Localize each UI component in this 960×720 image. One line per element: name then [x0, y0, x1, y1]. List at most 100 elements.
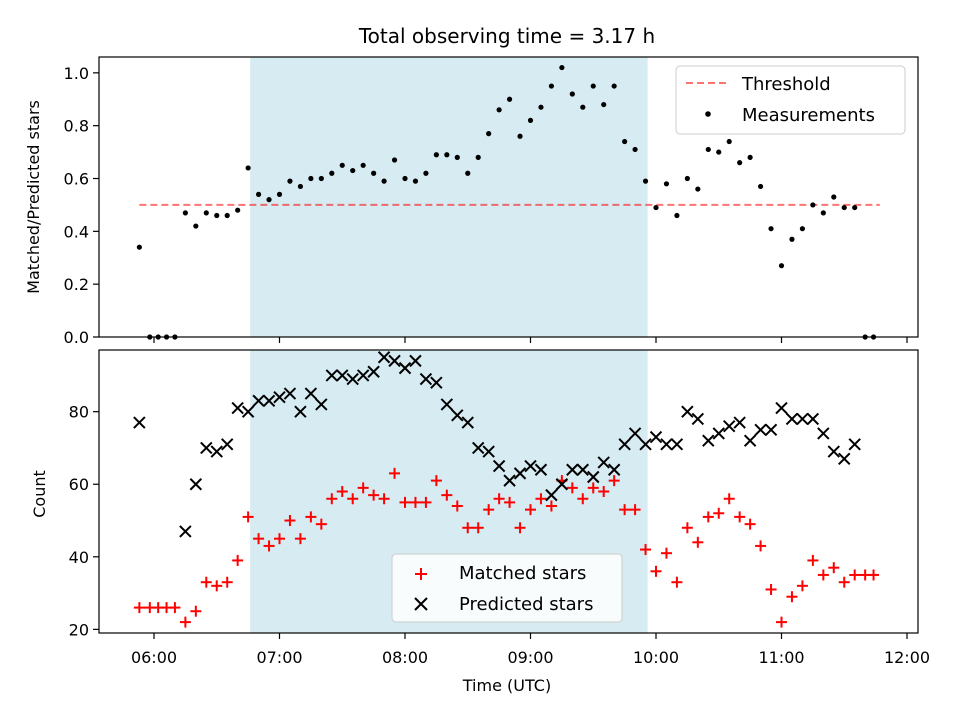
predicted-star-point	[346, 372, 359, 386]
predicted-star-point	[796, 412, 809, 426]
top-y-tick-label: 0.2	[64, 275, 89, 294]
measurement-point	[224, 212, 230, 219]
matched-star-point	[211, 580, 223, 592]
predicted-star-point	[691, 412, 705, 426]
predicted-star-point	[639, 438, 652, 451]
measurement-point	[423, 170, 429, 176]
matched-star-point	[462, 522, 474, 534]
measurement-point	[517, 133, 523, 139]
measurement-point	[496, 107, 502, 113]
measurement-point	[831, 194, 837, 200]
matched-star-point	[399, 496, 411, 508]
measurement-point	[705, 146, 711, 153]
matched-star-point	[347, 493, 359, 505]
predicted-star-point	[336, 369, 349, 382]
matched-star-point	[284, 515, 296, 527]
matched-star-point	[681, 522, 693, 534]
predicted-star-point	[377, 351, 391, 364]
matched-star-point	[133, 602, 145, 614]
measurement-point	[360, 162, 366, 168]
matched-star-point	[734, 511, 746, 523]
matched-star-point	[640, 544, 652, 556]
matched-star-point	[786, 591, 798, 603]
predicted-star-point	[273, 390, 286, 404]
x-tick-label: 11:00	[758, 648, 804, 667]
measurement-point	[663, 181, 670, 187]
measurement-point	[538, 104, 544, 110]
top-axes-frame	[98, 56, 919, 338]
matched-star-point	[849, 569, 861, 581]
measurement-point	[789, 236, 795, 242]
measurement-point	[580, 104, 586, 110]
legend-matched-label: Matched stars	[459, 563, 586, 584]
measurement-point	[810, 202, 816, 208]
matched-star-point	[702, 511, 714, 523]
predicted-star-point	[440, 398, 454, 411]
legend-predicted-label: Predicted stars	[459, 594, 593, 615]
predicted-star-point	[398, 361, 412, 375]
measurement-point	[475, 154, 481, 160]
matched-star-point	[755, 540, 767, 552]
matched-star-point	[232, 554, 244, 566]
x-axis-label: Time (UTC)	[462, 676, 551, 695]
x-tick-label: 12:00	[884, 648, 930, 667]
predicted-star-point	[409, 354, 422, 368]
measurement-point	[182, 210, 188, 216]
matched-star-point	[514, 522, 526, 534]
predicted-star-point	[545, 488, 558, 502]
matched-star-point	[650, 565, 662, 577]
matched-star-point	[368, 489, 380, 501]
matched-star-point	[765, 583, 777, 595]
legend-measurements-swatch	[705, 111, 711, 117]
measurement-point	[412, 178, 419, 184]
measurement-point	[381, 178, 387, 184]
predicted-star-point	[221, 438, 234, 451]
matched-star-point	[817, 569, 829, 581]
top-legend-box	[675, 65, 906, 135]
legend-matched-swatch	[415, 568, 427, 580]
predicted-star-point	[775, 401, 788, 415]
top-y-ticks: 0.0 0.2 0.4 0.6 0.8 1.0	[64, 64, 99, 347]
predicted-star-point	[660, 438, 673, 451]
measurement-point	[852, 204, 858, 211]
matched-star-point	[274, 533, 285, 545]
matched-star-point	[629, 504, 641, 516]
matched-star-point	[807, 554, 819, 566]
predicted-star-point	[524, 459, 537, 473]
predicted-star-point	[262, 394, 276, 408]
predicted-star-point	[513, 467, 527, 480]
predicted-star-point	[733, 416, 746, 429]
top-y-tick-label: 0.8	[64, 117, 89, 136]
matched-star-point	[671, 576, 683, 588]
measurement-point	[266, 197, 272, 203]
measurement-point	[444, 152, 450, 158]
matched-star-point	[868, 569, 880, 581]
matched-star-point	[493, 493, 505, 505]
measurement-point	[433, 152, 439, 158]
predicted-star-point	[670, 438, 684, 451]
predicted-star-point	[607, 463, 621, 476]
x-tick-label: 07:00	[256, 648, 302, 667]
predicted-star-point	[628, 427, 642, 440]
predicted-star-point	[325, 369, 338, 382]
top-y-tick-label: 0.6	[64, 170, 89, 189]
matched-star-point	[451, 500, 463, 512]
bottom-y-tick-label: 60	[69, 475, 89, 494]
matched-star-point	[598, 486, 610, 497]
measurement-point	[632, 146, 638, 153]
predicted-star-point	[200, 441, 213, 455]
matched-star-point	[525, 504, 536, 516]
legend-predicted-swatch	[414, 597, 428, 611]
top-y-tick-label: 1.0	[64, 64, 89, 83]
top-y-tick-label: 0.4	[64, 222, 89, 241]
top-y-label: Matched/Predicted stars	[24, 100, 43, 294]
predicted-star-point	[315, 398, 328, 411]
predicted-star-point	[294, 405, 307, 418]
predicted-star-point	[576, 463, 589, 476]
measurement-point	[820, 210, 826, 216]
predicted-star-point	[702, 434, 715, 447]
top-shaded-interval	[250, 57, 648, 337]
matched-star-point	[305, 511, 317, 523]
predicted-star-point	[304, 387, 318, 400]
bottom-y-tick-label: 80	[69, 403, 89, 422]
